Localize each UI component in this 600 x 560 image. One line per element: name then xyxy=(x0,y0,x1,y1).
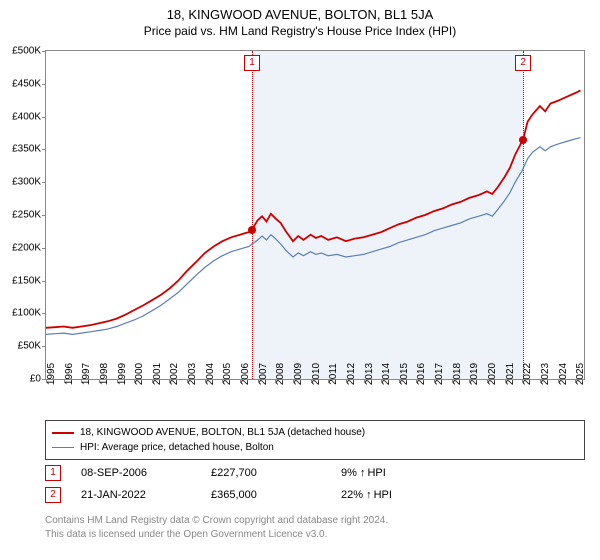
legend-label-1: 18, KINGWOOD AVENUE, BOLTON, BL1 5JA (de… xyxy=(80,425,365,440)
x-axis-tick-label: 1996 xyxy=(64,363,75,385)
sale-point-1 xyxy=(248,226,256,234)
x-axis-tick-label: 2001 xyxy=(152,363,163,385)
x-axis-tick-label: 2016 xyxy=(416,363,427,385)
price-chart: 1 2 £0£50K£100K£150K£200K£250K£300K£350K… xyxy=(45,50,585,380)
y-axis-tick-label: £150K xyxy=(1,275,41,286)
x-axis-tick-label: 2010 xyxy=(311,363,322,385)
legend-swatch-2 xyxy=(52,447,74,449)
x-axis-tick-label: 2003 xyxy=(187,363,198,385)
x-axis-tick-label: 2017 xyxy=(434,363,445,385)
y-axis-tick-label: £50K xyxy=(1,341,41,352)
x-axis-tick-label: 2007 xyxy=(258,363,269,385)
y-axis-tick-label: £0 xyxy=(1,374,41,385)
y-axis-tick-label: £450K xyxy=(1,78,41,89)
x-axis-tick-label: 2014 xyxy=(381,363,392,385)
sales-table: 1 08-SEP-2006 £227,700 9% HPI 2 21-JAN-2… xyxy=(45,462,585,506)
x-axis-tick-label: 1999 xyxy=(117,363,128,385)
x-axis-tick-label: 2024 xyxy=(558,363,569,385)
x-axis-tick-label: 2019 xyxy=(469,363,480,385)
x-axis-tick-label: 2013 xyxy=(364,363,375,385)
legend-swatch-1 xyxy=(52,432,74,434)
x-axis-tick-label: 2004 xyxy=(205,363,216,385)
x-axis-tick-label: 2023 xyxy=(540,363,551,385)
page-title: 18, KINGWOOD AVENUE, BOLTON, BL1 5JA xyxy=(0,0,600,24)
sale-row-1: 1 08-SEP-2006 £227,700 9% HPI xyxy=(45,462,585,484)
y-axis-tick-label: £250K xyxy=(1,210,41,221)
sale-row-marker: 2 xyxy=(45,487,61,503)
sale-date: 08-SEP-2006 xyxy=(81,467,211,479)
sale-pct-vs-hpi: 9% HPI xyxy=(341,467,471,479)
x-axis-tick-label: 2009 xyxy=(293,363,304,385)
series-price_paid xyxy=(46,90,581,327)
footer-line-2: This data is licensed under the Open Gov… xyxy=(45,528,585,542)
sale-pct-vs-hpi: 22% HPI xyxy=(341,489,471,501)
sale-price: £227,700 xyxy=(211,467,341,479)
x-axis-tick-label: 2025 xyxy=(575,363,586,385)
page-subtitle: Price paid vs. HM Land Registry's House … xyxy=(0,24,600,42)
legend-row-hpi: HPI: Average price, detached house, Bolt… xyxy=(52,440,578,455)
x-axis-tick-label: 2021 xyxy=(505,363,516,385)
sale-row-2: 2 21-JAN-2022 £365,000 22% HPI xyxy=(45,484,585,506)
x-axis-tick-label: 2002 xyxy=(169,363,180,385)
sale-point-2 xyxy=(519,136,527,144)
footer-line-1: Contains HM Land Registry data © Crown c… xyxy=(45,514,585,528)
x-axis-tick-label: 2005 xyxy=(222,363,233,385)
arrow-up-icon xyxy=(366,489,374,501)
y-axis-tick-label: £400K xyxy=(1,111,41,122)
y-axis-tick-label: £100K xyxy=(1,308,41,319)
x-axis-tick-label: 2011 xyxy=(328,363,339,385)
x-axis-tick-label: 1997 xyxy=(81,363,92,385)
chart-lines xyxy=(46,51,584,379)
chart-legend: 18, KINGWOOD AVENUE, BOLTON, BL1 5JA (de… xyxy=(45,420,585,460)
x-axis-tick-label: 2020 xyxy=(487,363,498,385)
sale-price: £365,000 xyxy=(211,489,341,501)
y-axis-tick-label: £500K xyxy=(1,46,41,57)
x-axis-tick-label: 2000 xyxy=(134,363,145,385)
legend-label-2: HPI: Average price, detached house, Bolt… xyxy=(80,440,274,455)
x-axis-tick-label: 2008 xyxy=(275,363,286,385)
x-axis-tick-label: 1998 xyxy=(99,363,110,385)
sale-row-marker: 1 xyxy=(45,465,61,481)
x-axis-tick-label: 2018 xyxy=(452,363,463,385)
x-axis-tick-label: 2012 xyxy=(346,363,357,385)
legend-row-price-paid: 18, KINGWOOD AVENUE, BOLTON, BL1 5JA (de… xyxy=(52,425,578,440)
y-axis-tick-label: £350K xyxy=(1,144,41,155)
x-axis-tick-label: 2015 xyxy=(399,363,410,385)
sale-date: 21-JAN-2022 xyxy=(81,489,211,501)
sale-marker-label-1: 1 xyxy=(244,55,260,71)
x-axis-tick-label: 2022 xyxy=(522,363,533,385)
sale-marker-label-2: 2 xyxy=(515,55,531,71)
y-axis-tick-label: £300K xyxy=(1,177,41,188)
footer-attribution: Contains HM Land Registry data © Crown c… xyxy=(45,514,585,542)
x-axis-tick-label: 1995 xyxy=(46,363,57,385)
x-axis-tick-label: 2006 xyxy=(240,363,251,385)
y-axis-tick-label: £200K xyxy=(1,242,41,253)
